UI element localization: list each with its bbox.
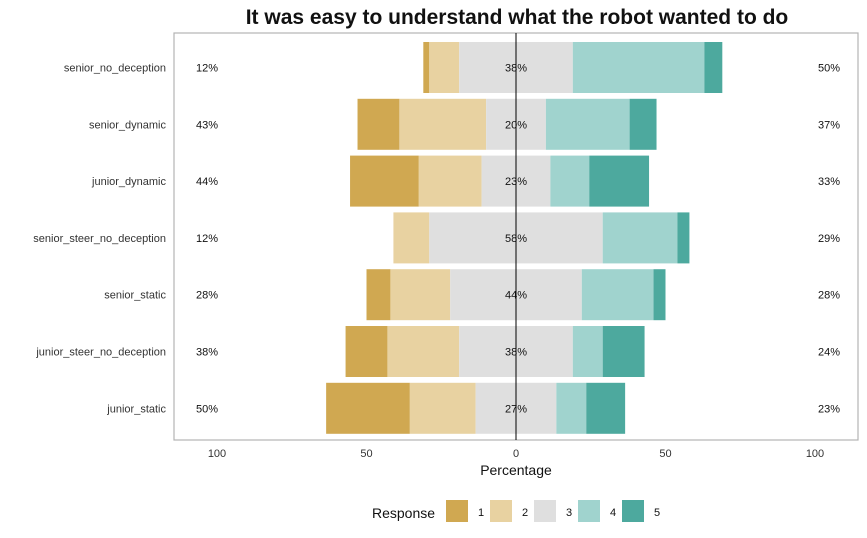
legend-title: Response xyxy=(372,505,435,521)
right-percent-label: 24% xyxy=(818,347,840,359)
right-percent-label: 37% xyxy=(818,119,840,131)
right-percent-label: 23% xyxy=(818,403,840,415)
legend-swatch-3 xyxy=(534,500,556,522)
right-percent-label: 50% xyxy=(818,63,840,75)
legend: Response 1 2 3 4 5 xyxy=(372,500,660,522)
category-label-junior_static: junior_static xyxy=(106,403,166,415)
category-label-senior_static: senior_static xyxy=(104,290,166,302)
left-percent-label: 50% xyxy=(196,403,218,415)
x-tick-label: 50 xyxy=(360,448,372,460)
category-label-senior_steer_no_deception: senior_steer_no_deception xyxy=(33,233,166,245)
center-percent-label: 44% xyxy=(505,290,527,302)
bar-segment-junior_dynamic-response-2 xyxy=(418,155,482,207)
right-percent-label: 28% xyxy=(818,290,840,302)
bar-segment-senior_steer_no_deception-response-2 xyxy=(393,212,430,264)
bar-segment-senior_steer_no_deception-response-4 xyxy=(602,212,678,264)
x-tick-label: 100 xyxy=(806,448,824,460)
category-label-senior_dynamic: senior_dynamic xyxy=(89,119,167,131)
center-percent-label: 38% xyxy=(505,347,527,359)
bar-segment-senior_static-response-1 xyxy=(366,269,391,321)
bar-segment-senior_no_deception-response-2 xyxy=(429,42,460,93)
left-percent-label: 44% xyxy=(196,176,218,188)
bar-segment-senior_no_deception-response-5 xyxy=(704,42,723,93)
bar-segment-senior_no_deception-response-4 xyxy=(572,42,705,93)
bar-segment-senior_no_deception-response-1 xyxy=(423,42,430,93)
bar-segment-senior_dynamic-response-4 xyxy=(545,98,630,150)
legend-label-1: 1 xyxy=(478,507,484,519)
right-percent-label: 29% xyxy=(818,233,840,245)
bar-segment-junior_static-response-2 xyxy=(409,382,476,434)
bar-segment-junior_static-response-4 xyxy=(556,382,587,434)
bar-segment-junior_static-response-1 xyxy=(326,382,410,434)
bar-segment-senior_dynamic-response-2 xyxy=(399,98,487,150)
center-percent-label: 20% xyxy=(505,119,527,131)
center-percent-label: 27% xyxy=(505,403,527,415)
legend-swatch-5 xyxy=(622,500,644,522)
left-percent-label: 28% xyxy=(196,290,218,302)
x-tick-label: 0 xyxy=(513,448,519,460)
left-percent-label: 38% xyxy=(196,347,218,359)
right-percent-label: 33% xyxy=(818,176,840,188)
chart-title: It was easy to understand what the robot… xyxy=(246,6,789,29)
legend-swatch-1 xyxy=(446,500,468,522)
category-label-junior_dynamic: junior_dynamic xyxy=(91,176,166,188)
center-percent-label: 23% xyxy=(505,176,527,188)
bar-segment-senior_steer_no_deception-response-5 xyxy=(677,212,690,264)
legend-label-2: 2 xyxy=(522,507,528,519)
legend-label-3: 3 xyxy=(566,507,572,519)
left-percent-label: 12% xyxy=(196,233,218,245)
x-tick-label: 100 xyxy=(208,448,226,460)
labels-layer: senior_no_deception 12% 38% 50% senior_dynam… xyxy=(33,63,840,416)
x-tick-label: 50 xyxy=(659,448,671,460)
category-label-senior_no_deception: senior_no_deception xyxy=(64,63,166,75)
bar-segment-junior_steer_no_deception-response-4 xyxy=(572,326,603,377)
bar-segment-junior_static-response-5 xyxy=(586,382,626,434)
bar-segment-junior_steer_no_deception-response-2 xyxy=(387,326,460,377)
legend-label-4: 4 xyxy=(610,507,616,519)
category-label-junior_steer_no_deception: junior_steer_no_deception xyxy=(35,347,166,359)
bar-segment-junior_steer_no_deception-response-1 xyxy=(345,326,388,377)
bar-segment-senior_static-response-2 xyxy=(390,269,451,321)
left-percent-label: 43% xyxy=(196,119,218,131)
x-axis-title: Percentage xyxy=(480,462,552,478)
x-axis: 100 50 0 50 100 xyxy=(208,448,824,460)
bar-segment-junior_dynamic-response-5 xyxy=(589,155,650,207)
legend-swatch-2 xyxy=(490,500,512,522)
bar-segment-junior_dynamic-response-1 xyxy=(350,155,419,207)
legend-swatch-4 xyxy=(578,500,600,522)
legend-label-5: 5 xyxy=(654,507,660,519)
center-percent-label: 38% xyxy=(505,63,527,75)
bar-segment-senior_dynamic-response-5 xyxy=(629,98,657,150)
bar-segment-senior_static-response-5 xyxy=(653,269,666,321)
bar-segment-senior_static-response-4 xyxy=(581,269,654,321)
bar-segment-junior_dynamic-response-4 xyxy=(550,155,590,207)
left-percent-label: 12% xyxy=(196,63,218,75)
bar-segment-junior_steer_no_deception-response-5 xyxy=(602,326,645,377)
center-percent-label: 58% xyxy=(505,233,527,245)
bar-segment-senior_dynamic-response-1 xyxy=(357,98,400,150)
